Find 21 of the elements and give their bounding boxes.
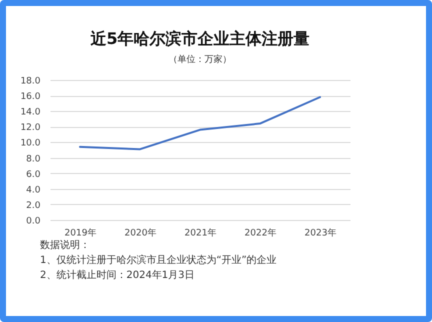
- x-tick-label: 2020年: [124, 228, 156, 238]
- y-tick-label: 8.0: [26, 154, 41, 164]
- x-tick-label: 2021年: [184, 228, 216, 238]
- y-tick-label: 10.0: [20, 138, 41, 149]
- x-tick-label: 2019年: [64, 228, 96, 238]
- text: 数据说明：: [40, 239, 91, 253]
- y-tick-label: 6.0: [26, 170, 41, 180]
- y-tick-label: 4.0: [26, 185, 41, 196]
- x-tick-label: 2022年: [244, 228, 276, 238]
- y-tick-label: 12.0: [20, 123, 41, 134]
- text: 2、统计截止时间：2024年1月3日: [40, 268, 196, 283]
- x-tick-label: 2023年: [304, 228, 336, 238]
- y-tick-label: 2.0: [26, 200, 41, 211]
- line-series: [79, 96, 321, 150]
- y-tick-label: 14.0: [20, 108, 41, 118]
- chart-subtitle: （单位：万家）: [168, 54, 232, 65]
- y-tick-label: 16.0: [20, 92, 41, 102]
- y-tick-label: 0.0: [26, 216, 41, 226]
- text: 1、仅统计注册于哈尔滨市且企业状态为“开业”的企业: [40, 254, 277, 268]
- chart-title: 近5年哈尔滨市企业主体注册量: [89, 29, 310, 48]
- y-tick-label: 18.0: [20, 76, 41, 86]
